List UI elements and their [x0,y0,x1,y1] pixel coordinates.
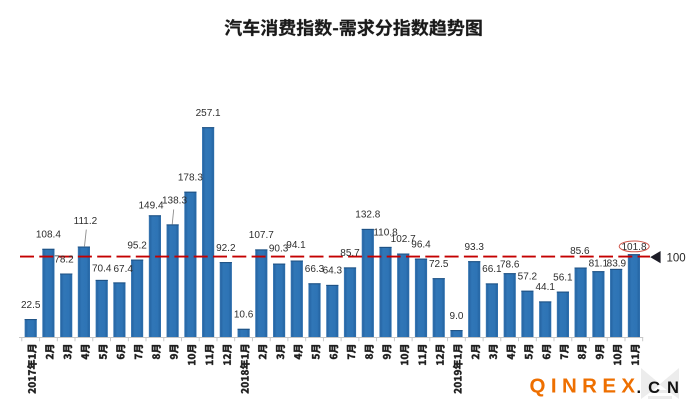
svg-text:149.4: 149.4 [138,200,163,211]
svg-text:100: 100 [667,252,686,264]
svg-text:102.7: 102.7 [391,234,416,245]
svg-text:67.4: 67.4 [113,264,133,275]
svg-text:94.1: 94.1 [286,240,306,251]
svg-text:72.5: 72.5 [429,259,449,270]
svg-text:95.2: 95.2 [127,240,147,251]
svg-text:66.3: 66.3 [305,264,325,275]
svg-text:85.6: 85.6 [570,246,590,257]
svg-text:96.4: 96.4 [411,239,431,250]
svg-text:85.7: 85.7 [340,248,360,259]
svg-text:66.1: 66.1 [482,264,502,275]
svg-text:.CN: .CN [637,379,686,397]
svg-text:178.3: 178.3 [178,172,203,183]
svg-text:101.8: 101.8 [621,242,646,253]
svg-text:9.0: 9.0 [450,311,464,322]
svg-text:92.2: 92.2 [216,243,236,254]
svg-text:132.8: 132.8 [355,210,380,221]
svg-text:QINREX: QINREX [530,375,641,398]
svg-text:111.2: 111.2 [74,216,98,227]
svg-text:57.2: 57.2 [518,271,538,282]
svg-text:107.7: 107.7 [249,230,274,241]
svg-text:93.3: 93.3 [464,242,484,253]
svg-text:44.1: 44.1 [535,282,555,293]
svg-text:138.3: 138.3 [162,196,187,207]
svg-text:22.5: 22.5 [21,300,41,311]
svg-text:90.3: 90.3 [269,244,289,255]
svg-text:83.9: 83.9 [607,259,627,270]
svg-text:81.1: 81.1 [589,259,609,270]
svg-text:10.6: 10.6 [234,310,254,321]
svg-text:64.3: 64.3 [323,266,343,277]
svg-text:78.2: 78.2 [54,255,74,266]
svg-text:56.1: 56.1 [553,272,573,283]
svg-text:70.4: 70.4 [92,263,112,274]
svg-text:108.4: 108.4 [36,230,61,241]
svg-text:78.6: 78.6 [500,259,520,270]
svg-text:257.1: 257.1 [196,108,221,119]
svg-text:110.8: 110.8 [373,228,398,239]
